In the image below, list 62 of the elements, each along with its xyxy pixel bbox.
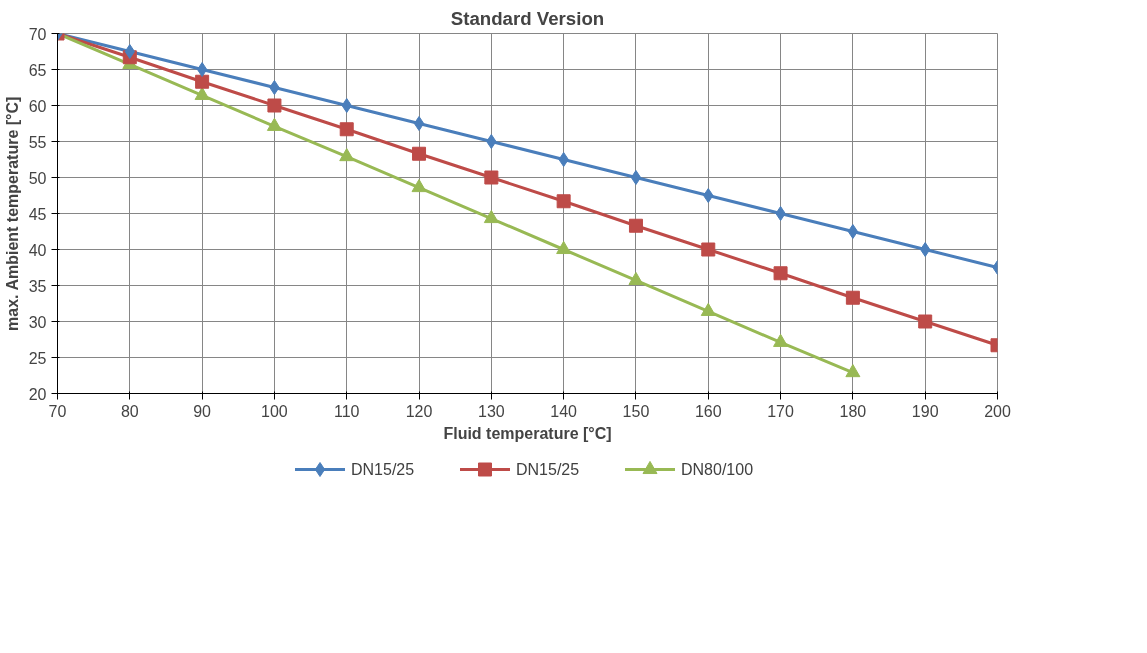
x-tick-label: 180 xyxy=(839,402,867,420)
y-tick-label: 20 xyxy=(28,385,47,403)
point xyxy=(341,98,352,113)
point xyxy=(413,116,425,131)
point xyxy=(773,266,788,281)
point xyxy=(847,224,859,239)
chart-title: Standard Version xyxy=(450,7,605,29)
x-tick-label: 130 xyxy=(478,402,505,420)
y-tick-label: 40 xyxy=(28,241,47,259)
y-tick-label: 30 xyxy=(28,313,47,331)
y-tick-label: 50 xyxy=(28,169,47,187)
x-axis-title: Fluid temperature [°C] xyxy=(443,424,612,442)
point xyxy=(556,240,572,255)
legend-label: DN80/100 xyxy=(681,461,754,478)
point xyxy=(269,80,280,95)
x-tick-label: 170 xyxy=(767,402,795,420)
x-tick-label: 120 xyxy=(405,402,433,420)
point xyxy=(630,170,642,185)
point xyxy=(703,188,714,203)
point xyxy=(773,333,789,347)
x-tick-label: 70 xyxy=(48,402,67,420)
x-tick-label: 100 xyxy=(261,402,288,420)
point xyxy=(124,44,135,59)
x-tick-label: 140 xyxy=(550,402,578,420)
point xyxy=(700,302,716,316)
point xyxy=(628,218,643,233)
y-tick-label: 70 xyxy=(28,25,47,43)
x-tick-label: 160 xyxy=(694,402,722,420)
point xyxy=(845,290,860,305)
y-tick-label: 65 xyxy=(28,61,47,79)
point xyxy=(486,134,497,149)
point xyxy=(558,152,569,167)
point xyxy=(195,74,210,89)
y-axis-title: max. Ambient temperature [°C] xyxy=(3,96,21,331)
point xyxy=(339,148,355,162)
legend-label: DN15/25 xyxy=(351,461,415,478)
x-tick-label: 80 xyxy=(120,402,139,420)
point xyxy=(845,364,861,378)
point xyxy=(196,62,208,77)
legend-label: DN15/25 xyxy=(516,461,580,478)
y-tick-label: 45 xyxy=(28,205,47,223)
point xyxy=(775,206,786,221)
y-tick-label: 35 xyxy=(28,277,47,295)
point xyxy=(483,209,499,224)
x-tick-label: 150 xyxy=(622,402,650,420)
point xyxy=(920,242,931,257)
x-tick-label: 90 xyxy=(193,402,212,420)
point xyxy=(918,314,933,329)
point xyxy=(412,146,427,161)
x-tick-label: 190 xyxy=(911,402,939,420)
y-tick-label: 55 xyxy=(28,133,47,151)
point xyxy=(411,179,427,193)
point xyxy=(267,98,282,113)
x-tick-label: 200 xyxy=(984,402,1011,420)
point xyxy=(628,271,644,285)
point xyxy=(339,122,354,137)
x-tick-label: 110 xyxy=(333,402,360,420)
y-tick-label: 60 xyxy=(28,97,47,115)
point xyxy=(484,170,499,185)
point xyxy=(701,242,716,257)
point xyxy=(556,194,571,209)
y-tick-label: 25 xyxy=(28,349,47,367)
